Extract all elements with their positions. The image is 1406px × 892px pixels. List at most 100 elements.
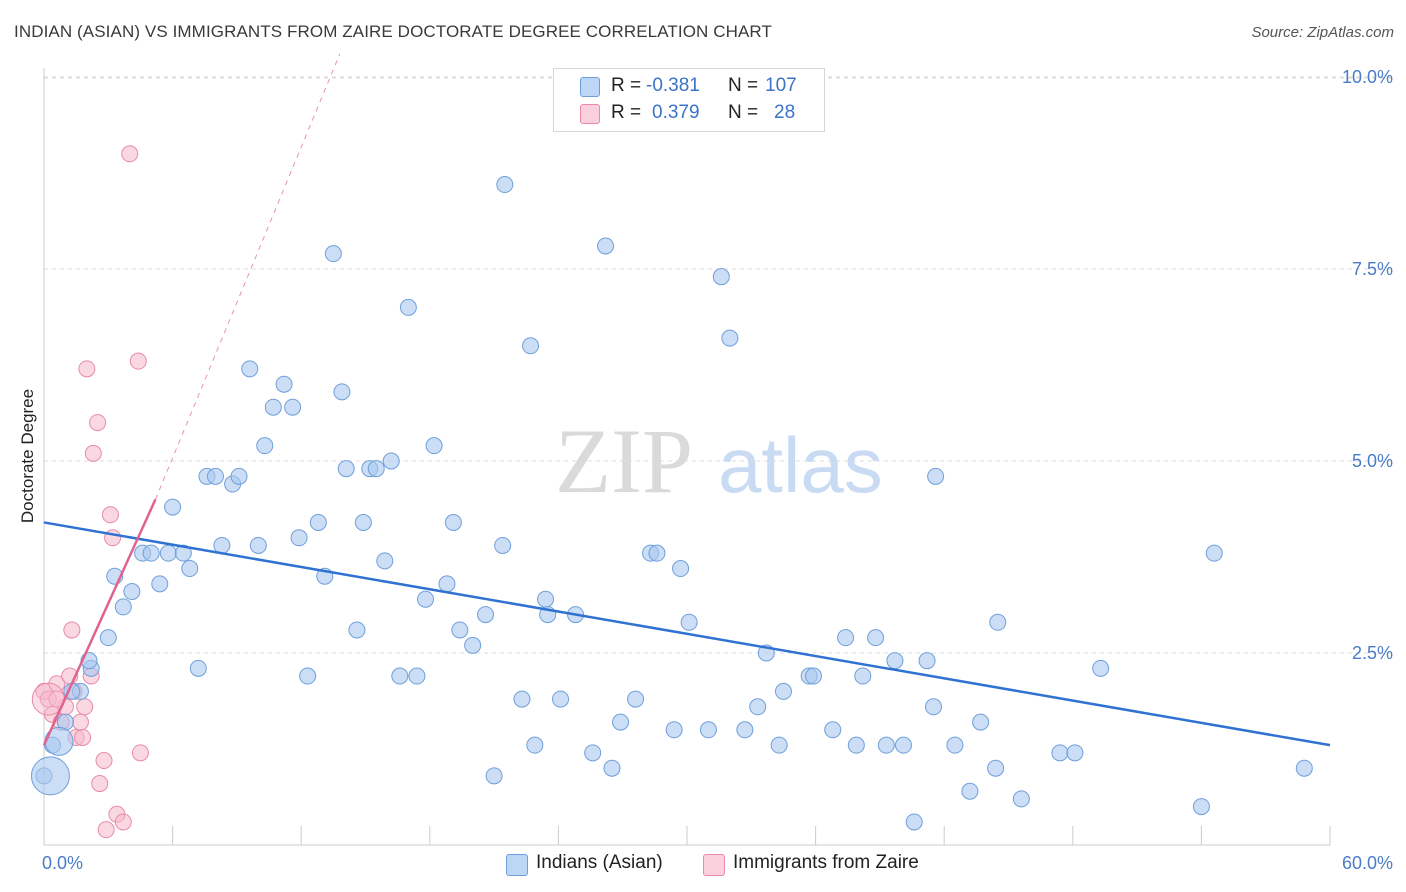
trendline-zaire (42, 498, 157, 746)
data-point-indians (367, 460, 385, 478)
data-point-zaire (97, 821, 115, 839)
data-point-indians (680, 613, 698, 631)
data-point-indians (918, 652, 936, 670)
data-point-indians (924, 698, 942, 716)
watermark: ZIP atlas (555, 410, 883, 512)
data-point-indians (1205, 544, 1223, 562)
trendline-zaire-extension (154, 53, 341, 500)
data-point-indians (264, 398, 282, 416)
data-point-indians (99, 629, 117, 647)
legend-n-value: 107 (765, 75, 797, 96)
data-point-indians (382, 452, 400, 470)
watermark-atlas: atlas (718, 421, 883, 509)
data-point-indians (1192, 798, 1210, 816)
x-tick-label: 60.0% (1342, 853, 1393, 873)
data-point-indians (513, 690, 531, 708)
data-point-indians (408, 667, 426, 685)
data-point-indians (712, 268, 730, 286)
data-point-zaire (95, 752, 113, 770)
data-point-indians (886, 652, 904, 670)
data-point-indians (417, 590, 435, 608)
legend-n-value: 28 (774, 102, 796, 123)
data-point-indians (537, 590, 555, 608)
data-point-indians (376, 552, 394, 570)
data-point-indians (275, 375, 293, 393)
data-point-indians (961, 782, 979, 800)
data-point-indians (770, 736, 788, 754)
data-point-indians (854, 667, 872, 685)
data-point-indians (425, 437, 443, 455)
data-point-zaire (74, 728, 92, 746)
y-tick-label: 10.0% (1342, 67, 1393, 87)
data-point-indians (485, 767, 503, 785)
data-point-indians (477, 606, 495, 624)
correlation-legend: R = -0.381 N = 107 R = 0.379 N = 28 (553, 68, 825, 132)
legend-row-indians: R = -0.381 N = 107 (580, 75, 820, 99)
legend-row-zaire: R = 0.379 N = 28 (580, 102, 820, 126)
y-tick-label: 5.0% (1352, 451, 1393, 471)
bottom-legend-label: Indians (Asian) (536, 852, 663, 873)
legend-n-label: N = (728, 75, 759, 96)
legend-r-value: -0.381 (646, 75, 700, 96)
data-point-indians (151, 575, 169, 593)
data-point-indians (348, 621, 366, 639)
bottom-swatch-pink (703, 854, 725, 876)
legend-r-label: R = (611, 102, 642, 123)
data-point-indians (1012, 790, 1030, 808)
data-point-indians (552, 690, 570, 708)
data-point-indians (249, 536, 267, 554)
trendline-indians (43, 521, 1331, 747)
trendlines (42, 53, 1331, 747)
data-point-indians (114, 598, 132, 616)
data-point-indians (496, 176, 514, 194)
data-point-indians (927, 467, 945, 485)
bottom-legend-label: Immigrants from Zaire (733, 852, 919, 873)
data-point-indians (584, 744, 602, 762)
data-point-zaire (71, 713, 89, 731)
data-point-indians (837, 629, 855, 647)
data-point-zaire (63, 621, 81, 639)
data-point-indians (290, 529, 308, 547)
data-point-indians (230, 467, 248, 485)
watermark-zip: ZIP (555, 410, 693, 512)
data-point-indians (181, 560, 199, 578)
data-point-indians (648, 544, 666, 562)
data-point-indians (494, 536, 512, 554)
data-point-indians (627, 690, 645, 708)
data-point-indians (989, 613, 1007, 631)
series-zaire-points (31, 145, 149, 839)
data-point-indians (672, 560, 690, 578)
bottom-swatch-blue (506, 854, 528, 876)
data-point-indians (324, 245, 342, 263)
data-point-indians (354, 513, 372, 531)
data-point-indians (946, 736, 964, 754)
data-point-indians (736, 721, 754, 739)
data-point-indians (164, 498, 182, 516)
source-label: Source: ZipAtlas.com (1251, 24, 1394, 41)
data-point-indians-cluster (30, 756, 70, 796)
data-point-indians (241, 360, 259, 378)
data-point-zaire (76, 698, 94, 716)
series-indians-points (30, 176, 1313, 831)
legend-r-label: R = (611, 75, 642, 96)
data-point-indians (1066, 744, 1084, 762)
data-point-indians (867, 629, 885, 647)
chart-title: INDIAN (ASIAN) VS IMMIGRANTS FROM ZAIRE … (14, 22, 772, 41)
data-point-indians (847, 736, 865, 754)
data-point-indians (399, 298, 417, 316)
data-point-indians (189, 659, 207, 677)
data-point-zaire (121, 145, 139, 163)
data-point-zaire (84, 444, 102, 462)
data-point-zaire (114, 813, 132, 831)
legend-swatch-blue (580, 77, 600, 97)
data-point-indians (824, 721, 842, 739)
data-point-indians (987, 759, 1005, 777)
data-point-indians (159, 544, 177, 562)
axes (43, 68, 1331, 846)
data-point-indians (804, 667, 822, 685)
data-point-indians (774, 682, 792, 700)
legend-swatch-pink (580, 104, 600, 124)
data-point-indians (284, 398, 302, 416)
data-point-indians (1295, 759, 1313, 777)
